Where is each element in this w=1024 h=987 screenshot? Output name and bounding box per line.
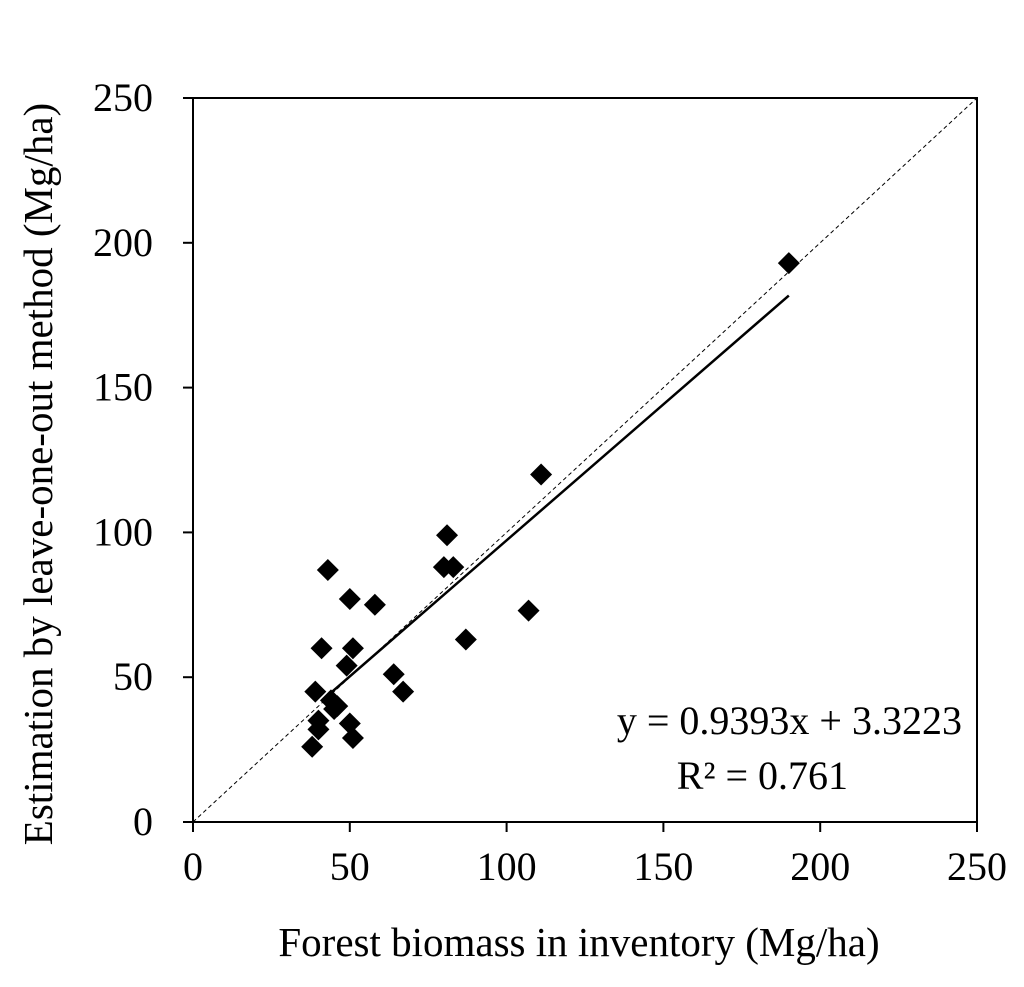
data-point [517,599,540,622]
y-tick-label: 50 [113,654,153,699]
y-tick-label: 100 [93,509,153,554]
data-point [392,680,415,703]
data-point [304,680,327,703]
data-point [301,735,324,758]
data-point [454,628,477,651]
y-axis-title: Estimation by leave-one-out method (Mg/h… [15,103,61,845]
regression-equation: y = 0.9393x + 3.3223 [617,698,962,743]
y-tick-label: 150 [93,365,153,410]
fit-line-layer [327,294,790,697]
data-point [530,463,553,486]
x-tick-label: 0 [183,844,203,889]
data-point [382,663,405,686]
data-point [363,593,386,616]
data-point [442,556,465,579]
data-points [301,252,800,758]
data-point [341,727,364,750]
data-point [341,637,364,660]
data-point [307,709,330,732]
x-tick-label: 250 [947,844,1007,889]
data-point [338,588,361,611]
y-tick-label: 200 [93,220,153,265]
plot-frame [192,97,978,823]
data-point [316,559,339,582]
data-point [326,695,349,718]
regression-line [327,294,790,697]
x-tick-label: 100 [477,844,537,889]
y-tick-label: 0 [133,799,153,844]
y-tick-label: 250 [93,75,153,120]
x-tick-label: 200 [790,844,850,889]
data-point [777,252,800,275]
x-tick-label: 150 [633,844,693,889]
x-axis-title: Forest biomass in inventory (Mg/ha) [278,919,879,965]
data-point [436,524,459,547]
data-point [338,712,361,735]
tick-layer: 0 50 100 150 200 250 0 50 100 150 200 250 [93,75,1007,889]
data-point [310,637,333,660]
x-tick-label: 50 [330,844,370,889]
r-squared-label: R² = 0.761 [677,753,848,798]
data-point [335,654,358,677]
